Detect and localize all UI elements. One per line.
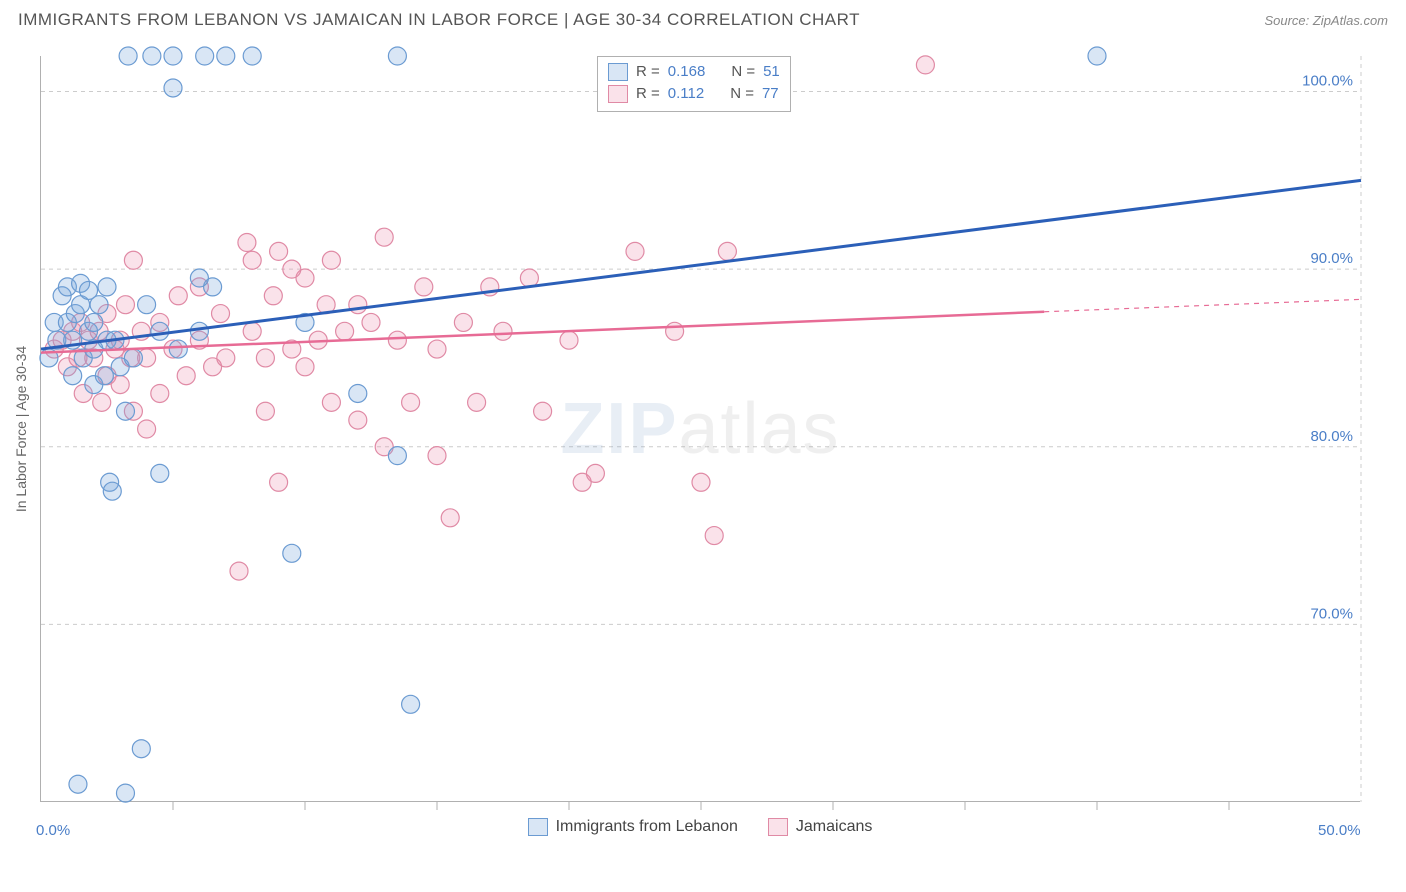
scatter-chart: 70.0% 80.0% 90.0% 100.0%: [41, 56, 1360, 801]
svg-text:70.0%: 70.0%: [1310, 605, 1353, 622]
swatch-jamaican: [608, 85, 628, 103]
chart-header: IMMIGRANTS FROM LEBANON VS JAMAICAN IN L…: [0, 0, 1406, 36]
svg-text:100.0%: 100.0%: [1302, 73, 1353, 90]
swatch-lebanon: [608, 63, 628, 81]
swatch-jamaican: [768, 818, 788, 836]
r-value-jamaican: 0.112: [668, 83, 704, 105]
swatch-lebanon: [528, 818, 548, 836]
legend-lebanon: Immigrants from Lebanon: [528, 818, 738, 836]
r-label: R =: [636, 83, 660, 105]
r-value-lebanon: 0.168: [668, 61, 706, 83]
source-attribution: Source: ZipAtlas.com: [1264, 13, 1388, 28]
legend-row-lebanon: R = 0.168 N = 51: [608, 61, 780, 83]
svg-text:80.0%: 80.0%: [1310, 428, 1353, 445]
y-axis-label: In Labor Force | Age 30-34: [13, 346, 29, 512]
n-value-jamaican: 77: [762, 83, 779, 105]
legend-row-jamaican: R = 0.112 N = 77: [608, 83, 780, 105]
legend-label-lebanon: Immigrants from Lebanon: [556, 818, 738, 836]
r-label: R =: [636, 61, 660, 83]
legend-jamaican: Jamaicans: [768, 818, 872, 836]
y-axis-label-wrap: In Labor Force | Age 30-34: [6, 56, 36, 802]
n-label: N =: [731, 61, 755, 83]
correlation-legend: R = 0.168 N = 51 R = 0.112 N = 77: [597, 56, 791, 112]
n-label: N =: [730, 83, 754, 105]
legend-label-jamaican: Jamaicans: [796, 818, 872, 836]
chart-title: IMMIGRANTS FROM LEBANON VS JAMAICAN IN L…: [18, 10, 860, 30]
plot-area: 70.0% 80.0% 90.0% 100.0% R = 0.168 N = 51 R…: [40, 56, 1360, 802]
svg-text:90.0%: 90.0%: [1310, 250, 1353, 267]
series-legend: Immigrants from Lebanon Jamaicans: [40, 818, 1360, 836]
n-value-lebanon: 51: [763, 61, 780, 83]
